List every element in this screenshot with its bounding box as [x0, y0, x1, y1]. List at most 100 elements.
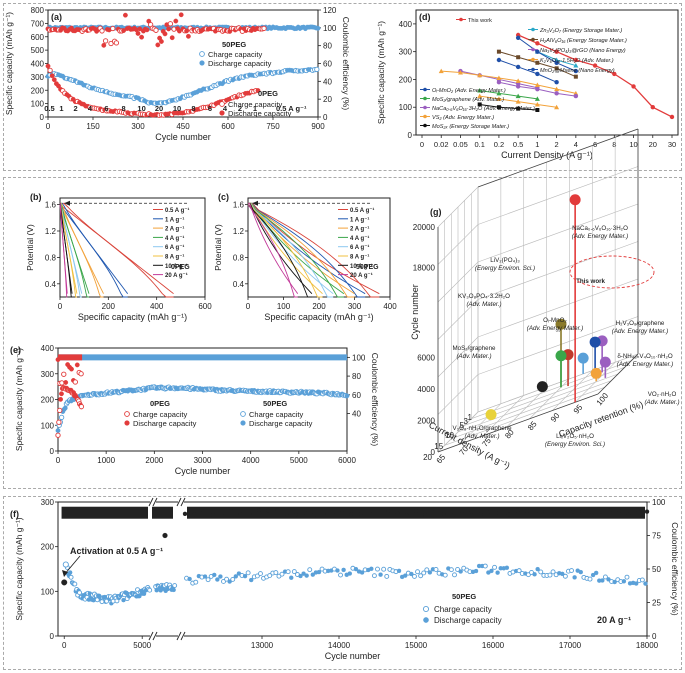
- grid-line: [451, 380, 612, 439]
- x-tick-label: 15: [434, 442, 443, 451]
- x-axis-title: Cycle number: [325, 651, 381, 661]
- legend-label: Discharge capacity: [228, 109, 292, 118]
- x-tick-label: 1: [468, 413, 473, 422]
- ce-point: [265, 508, 271, 513]
- capacity-point: [285, 569, 291, 575]
- x-tick-label: 14000: [328, 641, 351, 650]
- ce-0peg-point: [167, 21, 174, 27]
- y-tick-label: 100: [595, 391, 611, 407]
- axis-break-mask: [150, 633, 156, 639]
- capacity-point: [258, 571, 263, 577]
- y2-tick-label: 25: [652, 599, 661, 608]
- discharge-curve: [247, 204, 355, 298]
- legend-label: 6 A g⁻¹: [350, 244, 369, 251]
- y2-tick-label: 20: [323, 95, 332, 104]
- series-line: [441, 70, 576, 94]
- ce-point: [349, 512, 354, 517]
- rate-label: 2: [238, 104, 242, 113]
- capacity-point: [378, 572, 383, 577]
- ce-point: [238, 512, 243, 517]
- capacity-50peg-point: [314, 66, 320, 73]
- series-marker: [631, 84, 636, 89]
- activation-point: [61, 579, 68, 586]
- grid-line: [477, 353, 639, 413]
- ce-band: [61, 506, 148, 519]
- discharge-curve: [247, 204, 380, 298]
- ce-point: [256, 508, 262, 513]
- grid-line: [471, 360, 632, 419]
- series-marker: [496, 80, 502, 85]
- capacity-point: [381, 566, 387, 572]
- y-axis-title: Specific capacity (mAh g⁻¹): [14, 348, 24, 451]
- series-marker: [612, 71, 617, 77]
- y2-tick-label: 80: [323, 42, 332, 51]
- legend-label: 1 A g⁻¹: [350, 216, 369, 223]
- legend-label: 4 A g⁻¹: [165, 235, 184, 242]
- capacity-point: [639, 577, 645, 583]
- y-tick-label: 100: [399, 103, 413, 112]
- y2-tick-label: 50: [652, 565, 661, 574]
- capacity-point: [68, 574, 74, 580]
- x-tick-label: 3000: [194, 456, 212, 465]
- point-label: Oᵢ-MnO₂: [543, 317, 567, 324]
- discharge-curve: [247, 204, 334, 298]
- capacity-point: [415, 569, 420, 575]
- capacity-point: [307, 567, 313, 573]
- axis-break-mask: [150, 499, 156, 505]
- ce-point: [450, 513, 456, 518]
- ce-0peg-point: [135, 31, 141, 36]
- capacity-50peg-point: [55, 428, 61, 434]
- y2-tick-label: 60: [352, 391, 361, 400]
- ce-0peg-point: [74, 362, 80, 368]
- y-tick-label: 0: [40, 113, 45, 122]
- y2-tick-label: 60: [323, 60, 332, 69]
- capacity-point: [347, 571, 352, 576]
- y-tick-label: 0: [50, 632, 55, 641]
- grid-line: [477, 278, 639, 338]
- ce-point: [423, 512, 428, 518]
- rate-label: 2: [74, 104, 78, 113]
- ce-point: [598, 509, 603, 514]
- capacity-point: [230, 576, 236, 582]
- ce-0peg-point: [184, 28, 190, 34]
- charge-curve: [60, 202, 90, 294]
- capacity-point: [371, 573, 377, 579]
- ce-point: [404, 513, 409, 518]
- plot-frame: [415, 9, 679, 136]
- axis-break-mask: [178, 633, 184, 639]
- legend-marker: [531, 37, 535, 42]
- y2-axis-title: Coulombic efficiency (%): [341, 17, 351, 111]
- y-tick-label: 800: [31, 6, 45, 15]
- series-marker: [573, 68, 579, 74]
- axis-edge: [597, 353, 639, 395]
- capacity-point: [612, 579, 617, 585]
- grid-line: [457, 373, 619, 433]
- legend-label: This work: [468, 18, 492, 24]
- y-tick-label: 1.6: [45, 201, 57, 210]
- capacity-point: [338, 572, 343, 578]
- grid-line: [477, 166, 639, 225]
- capacity-point: [298, 573, 303, 579]
- y-tick-label: 200: [41, 543, 55, 552]
- ce-0peg-point: [102, 38, 109, 44]
- y-tick-label: 100: [41, 421, 55, 430]
- legend-label: 10 A g⁻¹: [165, 263, 188, 270]
- series-marker: [477, 102, 482, 107]
- y-tick-label: 400: [31, 60, 45, 69]
- capacity-point: [99, 599, 105, 605]
- x-tick-label: 0.2: [494, 140, 504, 149]
- capacity-point: [304, 573, 309, 578]
- point-source: (Adv. Mater.): [456, 353, 491, 360]
- capacity-point: [249, 577, 254, 583]
- y-tick-label: 600: [31, 33, 45, 42]
- panel-label: (d): [419, 12, 431, 22]
- ce-point: [441, 511, 446, 517]
- legend-marker: [219, 101, 225, 107]
- rate-label: 4: [88, 104, 93, 113]
- series-marker: [554, 66, 559, 71]
- ce-point: [312, 512, 317, 517]
- y-tick-label: 95: [572, 403, 585, 416]
- x-tick-label: 150: [86, 122, 100, 131]
- capacity-point: [433, 567, 439, 572]
- ce-0peg-point: [169, 35, 175, 41]
